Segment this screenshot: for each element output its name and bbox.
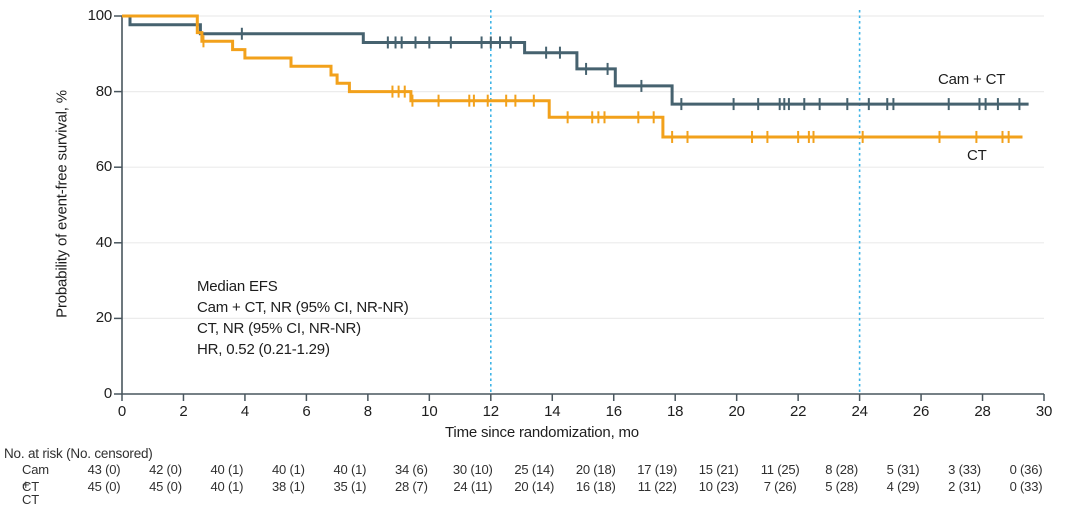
risk-table-header: No. at risk (No. censored)	[4, 446, 153, 461]
risk-cell: 4 (29)	[886, 479, 920, 494]
x-tick-label: 4	[240, 403, 249, 420]
risk-cell: 2 (31)	[948, 479, 981, 494]
risk-cell: 43 (0)	[87, 462, 121, 477]
risk-row-label: CT	[22, 479, 39, 494]
risk-cell: 45 (0)	[149, 479, 182, 494]
curve-label-ct: CT	[967, 147, 987, 164]
annotation-line: CT, NR (95% CI, NR-NR)	[197, 320, 361, 337]
survival-curve-cam-ct	[122, 14, 1029, 106]
risk-cell: 25 (14)	[514, 462, 555, 477]
risk-cell: 40 (1)	[272, 462, 305, 477]
risk-cell: 24 (11)	[453, 479, 493, 494]
annotation-line: HR, 0.52 (0.21-1.29)	[197, 341, 330, 358]
x-tick-label: 8	[363, 403, 372, 420]
x-tick-label: 0	[117, 403, 127, 420]
risk-cell: 34 (6)	[394, 462, 428, 477]
risk-cell: 28 (7)	[394, 479, 428, 494]
risk-cell: 7 (26)	[763, 479, 797, 494]
x-tick-label: 30	[1035, 403, 1053, 420]
x-tick-label: 2	[179, 403, 188, 420]
y-tick-label: 80	[95, 82, 112, 100]
x-tick-label: 16	[605, 403, 622, 420]
x-axis-title: Time since randomization, mo	[445, 424, 639, 441]
risk-cell: 0 (36)	[1009, 462, 1043, 477]
risk-cell: 38 (1)	[272, 479, 305, 494]
km-chart-canvas	[114, 10, 1045, 401]
risk-cell: 16 (18)	[575, 479, 616, 494]
x-tick-label: 28	[974, 403, 991, 420]
risk-cell: 30 (10)	[452, 462, 493, 477]
y-tick-label: 0	[103, 385, 112, 402]
risk-cell: 0 (33)	[1009, 479, 1043, 494]
annotation-line: Cam + CT, NR (95% CI, NR-NR)	[197, 299, 409, 316]
median-efs-annotation: Median EFS Cam + CT, NR (95% CI, NR-NR) …	[197, 276, 409, 360]
risk-cell: 40 (1)	[210, 479, 244, 494]
risk-cell: 20 (18)	[575, 462, 616, 477]
risk-cell: 15 (21)	[698, 462, 739, 477]
risk-cell: 40 (1)	[333, 462, 367, 477]
x-tick-label: 10	[421, 403, 438, 420]
x-tick-label: 22	[789, 403, 807, 420]
x-tick-label: 6	[302, 403, 311, 420]
annotation-line: Median EFS	[197, 278, 278, 295]
risk-cell: 11 (25)	[760, 462, 800, 477]
risk-cell: 20 (14)	[514, 479, 555, 494]
x-tick-label: 26	[912, 403, 930, 420]
survival-curve-ct	[122, 14, 1023, 139]
risk-cell: 11 (22)	[637, 479, 677, 494]
risk-cell: 42 (0)	[149, 462, 182, 477]
risk-cell: 10 (23)	[698, 479, 739, 494]
risk-cell: 35 (1)	[333, 479, 367, 494]
y-axis-title: Probability of event-free survival, %	[53, 90, 71, 318]
y-tick-label: 40	[95, 233, 112, 251]
x-tick-label: 24	[851, 403, 868, 420]
risk-cell: 3 (33)	[948, 462, 981, 477]
y-tick-label: 20	[95, 309, 112, 327]
risk-cell: 17 (19)	[637, 462, 678, 477]
risk-cell: 40 (1)	[210, 462, 244, 477]
y-tick-label: 60	[95, 158, 112, 176]
risk-cell: 5 (31)	[886, 462, 920, 477]
x-tick-label: 12	[482, 403, 499, 420]
risk-cell: 45 (0)	[87, 479, 121, 494]
curve-label-cam-ct: Cam + CT	[938, 71, 1006, 88]
x-tick-label: 18	[667, 403, 684, 420]
x-tick-label: 14	[544, 403, 561, 420]
risk-cell: 5 (28)	[825, 479, 858, 494]
risk-cell: 8 (28)	[825, 462, 858, 477]
x-tick-label: 20	[728, 403, 745, 420]
risk-row-label: Cam + CT	[22, 462, 49, 507]
y-tick-label: 100	[87, 7, 113, 24]
